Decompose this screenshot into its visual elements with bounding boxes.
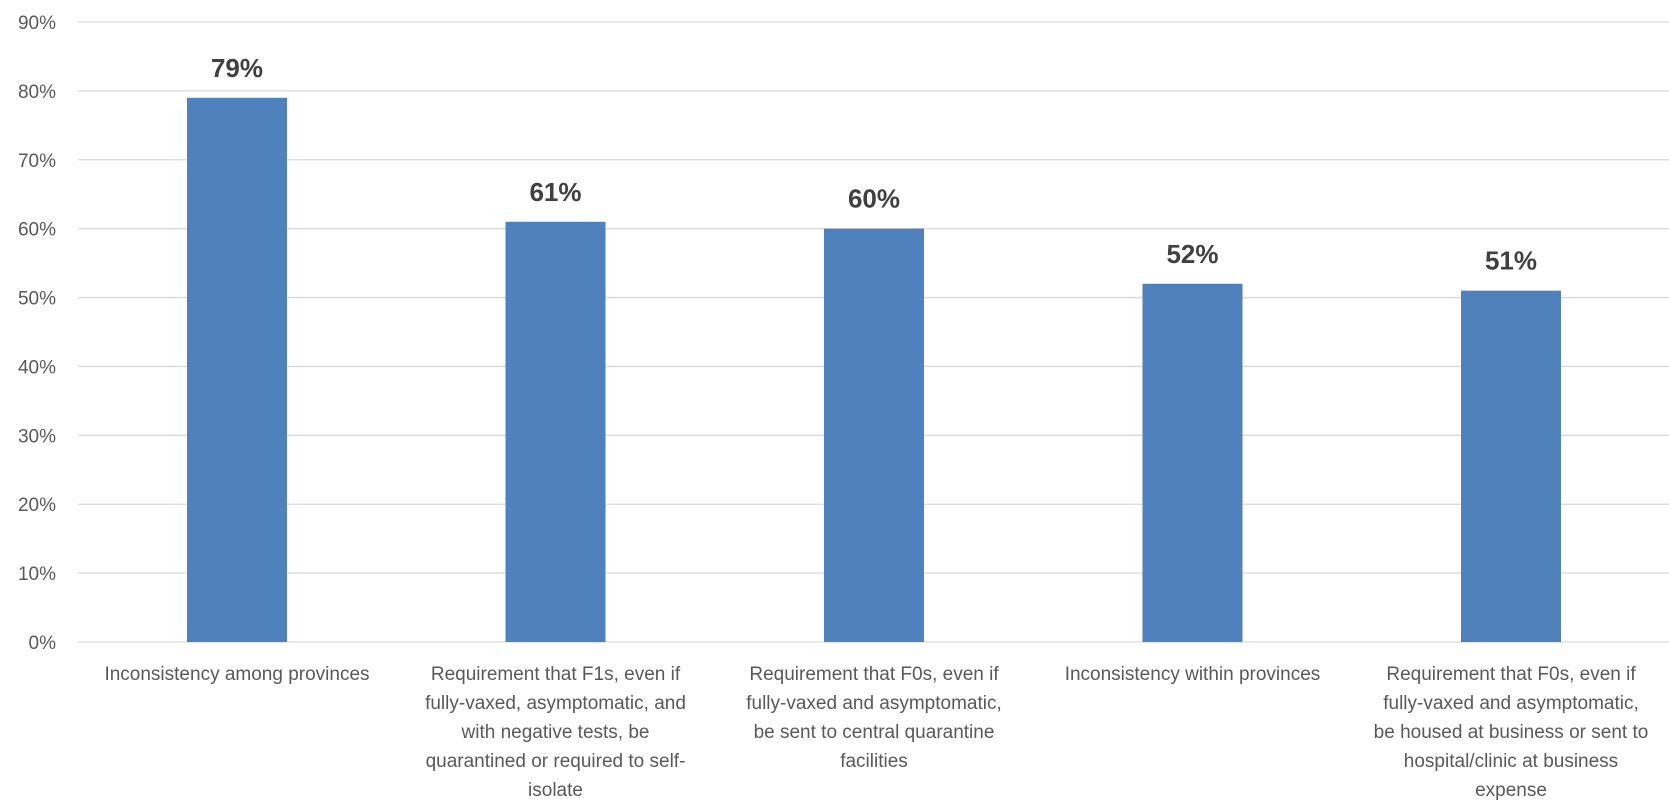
category-label-line: expense xyxy=(1475,780,1547,801)
category-label-line: fully-vaxed and asymptomatic, xyxy=(746,693,1002,714)
y-tick-label: 80% xyxy=(18,82,56,103)
y-tick-label: 10% xyxy=(18,564,56,585)
y-tick-label: 20% xyxy=(18,495,56,516)
category-label-line: Inconsistency among provinces xyxy=(104,664,369,685)
y-tick-label: 30% xyxy=(18,426,56,447)
y-tick-label: 50% xyxy=(18,289,56,310)
bars xyxy=(187,97,1561,643)
category-label-line: facilities xyxy=(840,751,908,772)
data-labels: 79% 61% 60% 52% 51% xyxy=(211,53,1537,276)
y-axis-tick-labels: 0% 10% 20% 30% 40% 50% 60% 70% 80% 90% xyxy=(18,13,56,654)
y-tick-label: 60% xyxy=(18,220,56,241)
category-label-line: fully-vaxed, asymptomatic, and xyxy=(425,693,686,714)
data-label: 60% xyxy=(848,184,900,214)
category-label-line: Requirement that F0s, even if xyxy=(1386,664,1636,685)
category-label-line: be sent to central quarantine xyxy=(754,722,995,743)
bar xyxy=(1461,290,1561,642)
category-label-line: be housed at business or sent to xyxy=(1374,722,1649,743)
category-label: Inconsistency within provinces xyxy=(1065,664,1321,685)
category-label-line: Requirement that F1s, even if xyxy=(431,664,681,685)
category-label: Requirement that F0s, even if fully-vaxed… xyxy=(1374,664,1649,801)
data-label: 52% xyxy=(1166,239,1218,269)
category-label-line: Inconsistency within provinces xyxy=(1065,664,1321,685)
y-tick-label: 40% xyxy=(18,357,56,378)
category-label-line: isolate xyxy=(528,780,583,801)
data-label: 51% xyxy=(1485,246,1537,276)
category-label-line: quarantined or required to self- xyxy=(426,751,686,772)
category-label-line: with negative tests, be xyxy=(461,722,650,743)
data-label: 61% xyxy=(529,177,581,207)
data-label: 79% xyxy=(211,53,263,83)
category-label: Requirement that F1s, even if fully-vaxed… xyxy=(425,664,686,801)
category-label-line: Requirement that F0s, even if xyxy=(749,664,999,685)
y-tick-label: 90% xyxy=(18,13,56,34)
x-axis-category-labels: Inconsistency among provinces Requirement… xyxy=(104,664,1648,801)
bar xyxy=(505,221,606,642)
category-label-line: fully-vaxed and asymptomatic, xyxy=(1383,693,1639,714)
y-tick-label: 0% xyxy=(29,633,57,654)
bar xyxy=(187,97,287,643)
category-label-line: hospital/clinic at business xyxy=(1404,751,1618,772)
bar xyxy=(824,228,924,642)
y-tick-label: 70% xyxy=(18,151,56,172)
category-label: Inconsistency among provinces xyxy=(104,664,369,685)
category-label: Requirement that F0s, even if fully-vaxed… xyxy=(746,664,1002,772)
bar xyxy=(1142,283,1243,642)
